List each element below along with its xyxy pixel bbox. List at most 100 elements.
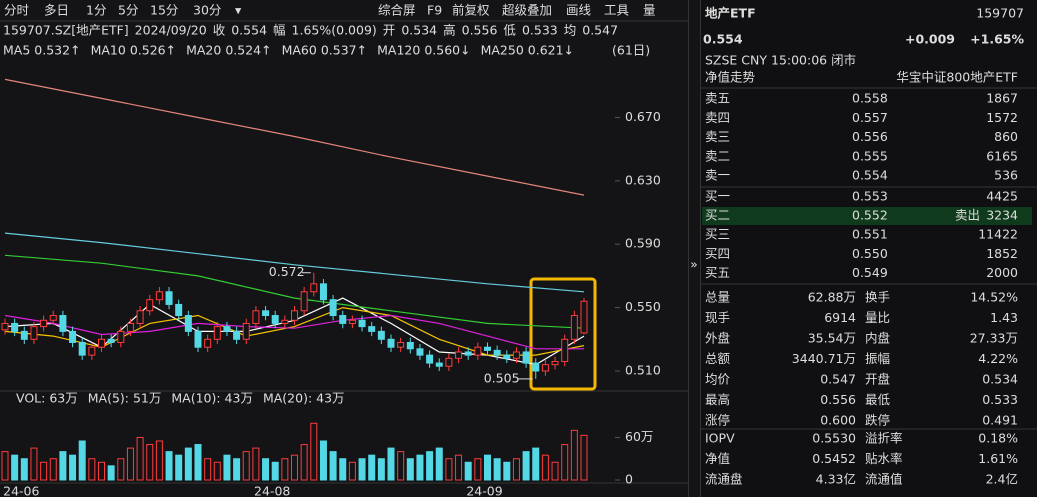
stat-value: 1.43 (990, 310, 1018, 325)
nav-tab[interactable]: 净值走势 (705, 70, 756, 85)
change: +0.009 (905, 32, 955, 47)
candle-body (165, 291, 173, 305)
volume-bar (493, 458, 501, 481)
volume-bar (435, 447, 443, 481)
tab[interactable]: 分时 (4, 3, 30, 18)
change-pct: +1.65% (970, 32, 1024, 47)
volume-bar (204, 458, 212, 481)
stat-value: 0.556 (820, 392, 856, 407)
volume-bar (397, 451, 405, 481)
candle-body (271, 315, 279, 324)
volume-bar (358, 458, 366, 481)
info-value: 0.556 (462, 23, 498, 38)
book-volume: 1572 (986, 110, 1018, 125)
volume-bar (1, 451, 9, 481)
volume-bar (213, 461, 221, 481)
stat-label: 流通盘 (705, 472, 743, 487)
book-label: 买三 (705, 227, 730, 242)
volume-bar (474, 458, 482, 481)
market-meta: SZSE CNY 15:00:06 闭市 (705, 53, 856, 68)
ma-name: MA20 (186, 43, 221, 58)
book-price: 0.550 (852, 246, 888, 261)
volume-bar (155, 440, 163, 481)
stat-value: 35.54万 (808, 331, 856, 346)
book-volume: 860 (994, 129, 1018, 144)
candle-body (146, 299, 154, 312)
book-price: 0.556 (852, 129, 888, 144)
stat-label: 外盘 (705, 331, 730, 346)
x-tick-label: 24-08 (254, 484, 290, 497)
volume-header: VOL: 63万 (16, 391, 78, 406)
volume-bar (368, 454, 376, 481)
volume-bar (136, 436, 144, 481)
candle-body (242, 322, 250, 340)
info-value: 1.65%(0.009) (292, 23, 377, 38)
tab[interactable]: 量 (643, 3, 656, 18)
volume-bar (78, 440, 86, 481)
tab[interactable]: 5分 (118, 3, 138, 18)
candle-body (78, 341, 86, 356)
candle-body (464, 351, 472, 356)
tab[interactable]: ▾ (235, 3, 242, 18)
fund-code: 159707 (976, 6, 1024, 21)
tab[interactable]: 综合屏 (378, 3, 416, 18)
volume-bar (184, 447, 192, 481)
volume-bar (319, 440, 327, 481)
candle-body (416, 348, 424, 356)
tab[interactable]: 15分 (150, 3, 178, 18)
candle-body (40, 319, 48, 328)
book-volume: 6165 (986, 148, 1018, 163)
volume-bar (242, 451, 250, 481)
volume-bar (165, 451, 173, 481)
ma-value: 0.526↑ (130, 43, 176, 58)
candle-body (339, 315, 347, 324)
candle-body (561, 338, 569, 362)
info-value: 0.533 (522, 23, 558, 38)
candle-body (223, 326, 231, 332)
ma-name: MA120 (377, 43, 420, 58)
ma-value: 0.532↑ (34, 43, 80, 58)
info-value: 0.554 (231, 23, 267, 38)
info-label: 高 (443, 23, 456, 38)
tab[interactable]: 前复权 (452, 3, 490, 18)
info-label: 开 (383, 23, 396, 38)
volume-bar (561, 444, 569, 481)
tab[interactable]: 1分 (86, 3, 106, 18)
candle-body (551, 360, 559, 366)
book-price: 0.549 (852, 265, 888, 280)
tab[interactable]: 30分 (193, 3, 221, 18)
low-label: 0.505 (484, 370, 520, 385)
tab[interactable]: F9 (427, 3, 442, 18)
tab[interactable]: 多日 (44, 3, 69, 18)
book-label: 买二 (705, 208, 730, 223)
volume-bar (377, 458, 385, 481)
ma-value: 0.537↑ (321, 43, 367, 58)
stat-label: 跌停 (865, 413, 890, 428)
info-value: 0.534 (401, 23, 437, 38)
stat-value: 3440.71万 (792, 351, 856, 366)
y-tick-label: 0.510 (625, 362, 661, 377)
tab[interactable]: 工具 (604, 3, 630, 18)
stat-label: 流通值 (865, 472, 903, 487)
y-tick-label: 0.590 (625, 236, 661, 251)
volume-bar (339, 458, 347, 481)
ma-name: MA5 (3, 43, 30, 58)
volume-bar (223, 454, 231, 481)
stat-label: 总量 (705, 290, 730, 305)
candle-body (136, 310, 144, 324)
candle-body (503, 354, 511, 359)
highlight-box (529, 277, 597, 391)
ma-value: 0.524↑ (225, 43, 271, 58)
book-price: 0.554 (852, 168, 888, 183)
candle-body (368, 326, 376, 332)
stat-label: 净值 (705, 451, 730, 466)
tab[interactable]: 超级叠加 (502, 3, 552, 18)
collapse-icon[interactable]: » (690, 257, 698, 272)
candle-body (98, 338, 105, 348)
volume-bar (503, 461, 511, 481)
candle-body (329, 299, 337, 317)
book-note: 卖出 (955, 208, 980, 223)
tab[interactable]: 画线 (566, 3, 592, 18)
candle-body (522, 351, 530, 364)
